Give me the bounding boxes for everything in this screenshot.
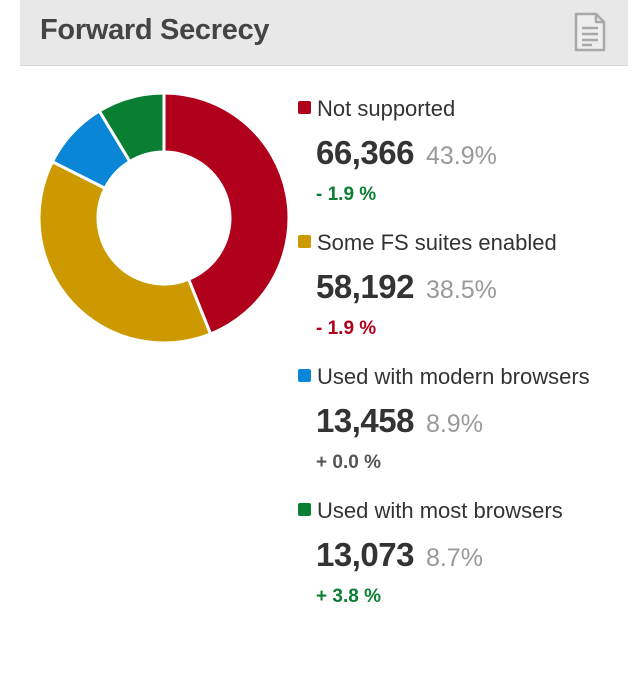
panel-header: Forward Secrecy — [20, 0, 628, 66]
percent-value: 8.7% — [425, 544, 483, 572]
document-icon[interactable] — [572, 12, 608, 52]
slice-not-supported[interactable] — [162, 91, 291, 336]
legend-label: Some FS suites enabled — [317, 230, 557, 255]
count-value: 13,458 — [316, 402, 414, 439]
slice-most-browsers[interactable] — [97, 91, 166, 164]
percent-value: 8.9% — [425, 410, 483, 438]
donut-chart — [37, 91, 291, 345]
count-value: 58,192 — [316, 268, 414, 305]
legend-label: Used with modern browsers — [317, 364, 590, 389]
percent-value: 43.9% — [425, 142, 497, 170]
count-value: 13,073 — [316, 536, 414, 573]
legend-entry-not-supported[interactable]: Not supported 66,366 43.9% - 1.9 % — [298, 96, 628, 226]
change-value: - 1.9 % — [316, 318, 377, 339]
change-value: + 0.0 % — [316, 452, 381, 473]
change-value: + 3.8 % — [316, 586, 381, 607]
legend-swatch — [298, 234, 311, 248]
slice-some-fs[interactable] — [37, 160, 213, 345]
legend-label: Used with most browsers — [317, 498, 563, 523]
count-value: 66,366 — [316, 134, 414, 171]
legend-swatch — [298, 368, 311, 382]
percent-value: 38.5% — [425, 276, 497, 304]
legend-swatch — [298, 502, 311, 516]
legend-entry-modern-browsers[interactable]: Used with modern browsers 13,458 8.9% + 0… — [298, 364, 628, 494]
legend-entry-most-browsers[interactable]: Used with most browsers 13,073 8.7% + 3.8… — [298, 498, 628, 628]
panel-title: Forward Secrecy — [40, 14, 270, 46]
legend-label: Not supported — [317, 96, 456, 121]
change-value: - 1.9 % — [316, 184, 377, 205]
legend-entry-some-fs[interactable]: Some FS suites enabled 58,192 38.5% - 1.9… — [298, 230, 628, 360]
legend-swatch — [298, 100, 311, 114]
